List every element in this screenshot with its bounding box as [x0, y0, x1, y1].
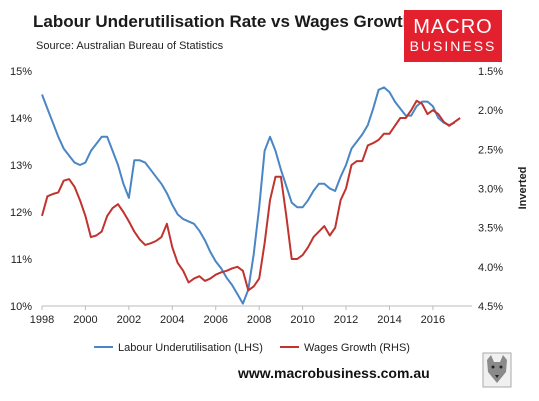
left-axis-ticks: 15% 14% 13% 12% 11% 10% — [10, 66, 32, 313]
x-tick-label: 2008 — [247, 314, 271, 326]
left-tick-label: 11% — [11, 254, 32, 266]
x-tick-label: 2000 — [73, 314, 97, 326]
x-axis-ticks: 1998 2000 2002 2004 2006 2008 2010 2012 2014 2016 — [30, 306, 445, 326]
macrobusiness-logo[interactable]: MACRO BUSINESS — [404, 10, 502, 62]
right-axis-label: Inverted — [517, 167, 529, 210]
left-tick-label: 15% — [10, 66, 32, 78]
left-tick-label: 12% — [10, 207, 32, 219]
x-tick-label: 2014 — [377, 314, 401, 326]
website-url[interactable]: www.macrobusiness.com.au — [238, 365, 430, 381]
wolf-icon — [482, 352, 512, 388]
legend-label-wages: Wages Growth (RHS) — [304, 342, 410, 354]
left-tick-label: 10% — [10, 301, 32, 313]
right-axis-ticks: 1.5% 2.0% 2.5% 3.0% 3.5% 4.0% 4.5% — [478, 66, 503, 313]
series-line-labour-underutilisation — [41, 86, 456, 305]
logo-line-business: BUSINESS — [409, 38, 497, 54]
right-tick-label: 3.5% — [478, 223, 503, 235]
x-tick-label: 2006 — [203, 314, 227, 326]
series-lines — [41, 86, 461, 305]
x-tick-label: 1998 — [30, 314, 54, 326]
right-tick-label: 2.0% — [478, 105, 503, 117]
x-tick-label: 2010 — [290, 314, 314, 326]
right-tick-label: 4.5% — [478, 301, 503, 313]
right-tick-label: 3.0% — [478, 184, 503, 196]
series-line-wages-growth — [41, 99, 461, 292]
x-tick-label: 2002 — [117, 314, 141, 326]
right-tick-label: 2.5% — [478, 144, 503, 156]
right-tick-label: 1.5% — [478, 66, 503, 78]
left-tick-label: 13% — [10, 160, 32, 172]
logo-line-macro: MACRO — [413, 16, 493, 38]
chart-source: Source: Australian Bureau of Statistics — [36, 40, 224, 52]
x-tick-label: 2012 — [334, 314, 358, 326]
legend-label-labour: Labour Underutilisation (LHS) — [118, 342, 263, 354]
left-tick-label: 14% — [10, 113, 32, 125]
chart-title: Labour Underutilisation Rate vs Wages Gr… — [33, 12, 414, 31]
x-tick-label: 2004 — [160, 314, 184, 326]
x-tick-label: 2016 — [421, 314, 445, 326]
right-tick-label: 4.0% — [478, 262, 503, 274]
